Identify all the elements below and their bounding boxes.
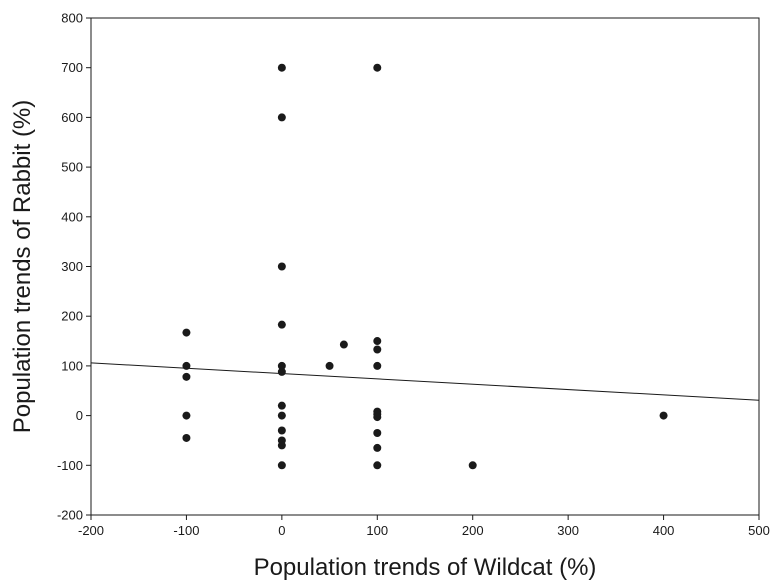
data-point — [373, 63, 382, 72]
data-point — [277, 401, 286, 410]
data-point — [277, 361, 286, 370]
y-tick-label: 300 — [61, 259, 83, 274]
y-tick-label: 100 — [61, 358, 83, 373]
data-point — [277, 63, 286, 72]
y-tick-label: 200 — [61, 309, 83, 324]
x-tick-label: 200 — [462, 523, 484, 538]
tick-marks — [86, 17, 760, 520]
tick-labels: -200 -100 0 100 200 300 400 500 -200 -100 0 100 200 3… — [57, 11, 770, 539]
y-tick-label: 400 — [61, 209, 83, 224]
data-point — [373, 461, 382, 470]
data-point — [373, 361, 382, 370]
y-tick-label: 0 — [76, 408, 83, 423]
data-point — [373, 428, 382, 437]
data-point — [182, 411, 191, 420]
x-tick-label: 500 — [748, 523, 770, 538]
data-point — [325, 361, 334, 370]
data-point — [659, 411, 668, 420]
data-point — [277, 320, 286, 329]
data-point — [277, 367, 286, 376]
data-point — [277, 262, 286, 271]
y-tick-label: 800 — [61, 11, 83, 26]
data-point — [277, 461, 286, 470]
x-tick-label: 0 — [278, 523, 285, 538]
data-point — [277, 113, 286, 122]
y-tick-label: 600 — [61, 110, 83, 125]
x-tick-label: -100 — [173, 523, 199, 538]
y-axis-title: Population trends of Rabbit (%) — [9, 100, 36, 434]
data-point — [373, 413, 382, 422]
data-point — [468, 461, 477, 470]
data-point — [339, 340, 348, 349]
data-point — [182, 361, 191, 370]
data-point — [182, 328, 191, 337]
data-point — [182, 372, 191, 381]
y-tick-label: 500 — [61, 160, 83, 175]
data-point — [277, 411, 286, 420]
data-point — [373, 443, 382, 452]
data-points — [182, 63, 668, 470]
y-tick-label: 700 — [61, 60, 83, 75]
x-tick-label: -200 — [78, 523, 104, 538]
x-axis-title: Population trends of Wildcat (%) — [254, 554, 597, 581]
x-tick-label: 300 — [557, 523, 579, 538]
y-tick-label: -100 — [57, 458, 83, 473]
data-point — [182, 433, 191, 442]
data-point — [277, 426, 286, 435]
data-point — [373, 337, 382, 346]
data-point — [277, 441, 286, 450]
y-tick-label: -200 — [57, 508, 83, 523]
plot-frame — [90, 17, 760, 516]
data-point — [373, 345, 382, 354]
x-tick-label: 400 — [653, 523, 675, 538]
trend-line — [90, 362, 760, 401]
x-tick-label: 100 — [366, 523, 388, 538]
